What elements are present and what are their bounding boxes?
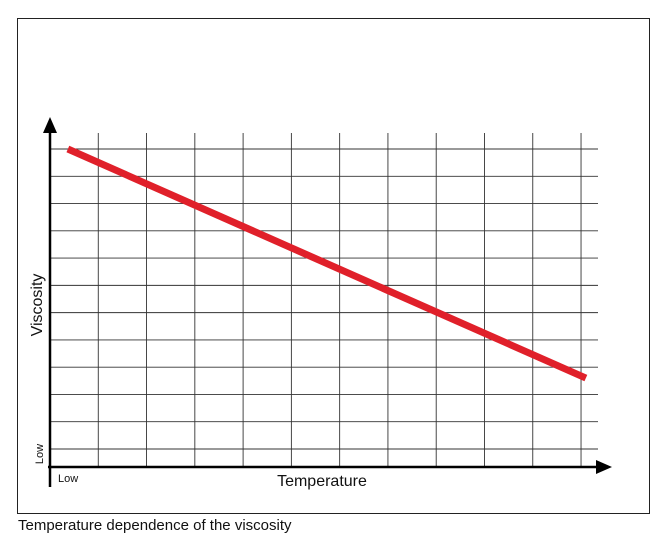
data-line	[66, 145, 588, 382]
caption: Temperature dependence of the viscosity	[18, 517, 292, 534]
frame	[17, 18, 650, 514]
x-axis-label: Temperature	[277, 473, 367, 490]
y-axis-label: Viscosity	[29, 274, 46, 337]
y-axis-arrow	[43, 117, 57, 133]
x-axis-arrow	[596, 460, 612, 474]
y-low-label: Low	[34, 444, 46, 464]
x-low-label: Low	[58, 473, 78, 485]
